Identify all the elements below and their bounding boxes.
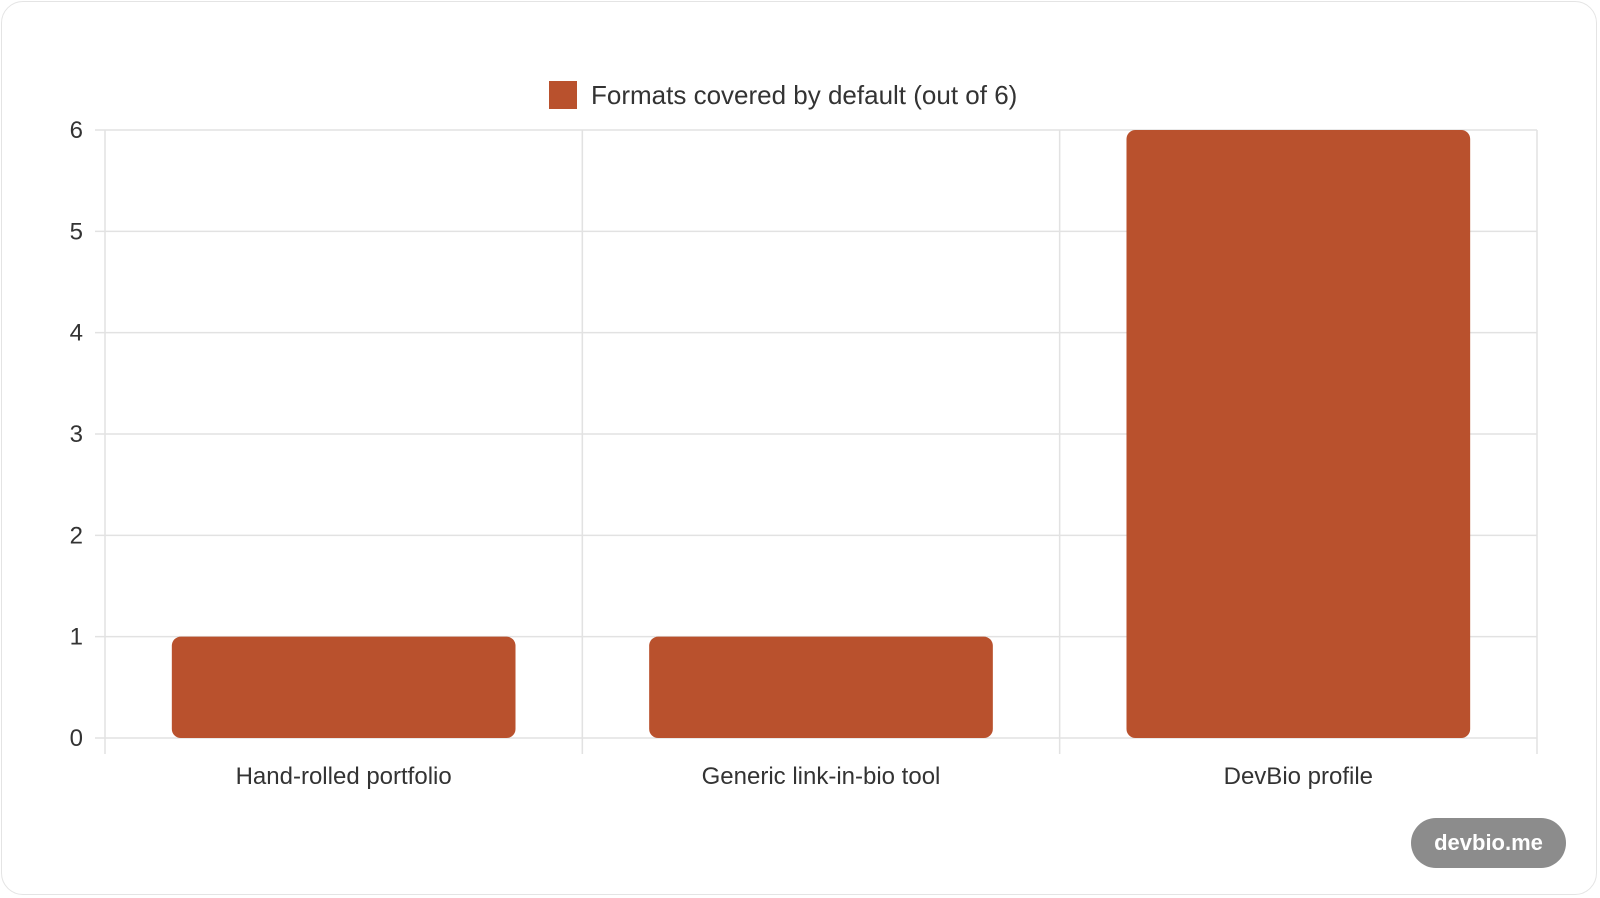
x-axis-ticks: Hand-rolled portfolio Generic link-in-bio… bbox=[236, 763, 1373, 790]
y-tick-label: 2 bbox=[70, 522, 83, 549]
bar bbox=[171, 636, 516, 738]
y-tick-label: 0 bbox=[70, 725, 83, 752]
legend-swatch bbox=[549, 81, 577, 109]
bars bbox=[171, 130, 1471, 738]
y-tick-label: 5 bbox=[70, 218, 83, 245]
site-badge[interactable]: devbio.me bbox=[1411, 818, 1566, 868]
y-tick-label: 1 bbox=[70, 624, 83, 651]
legend: Formats covered by default (out of 6) bbox=[549, 80, 1017, 110]
y-tick-label: 3 bbox=[70, 421, 83, 448]
bar bbox=[1126, 130, 1471, 738]
x-tick-label: Generic link-in-bio tool bbox=[702, 763, 941, 790]
y-tick-label: 4 bbox=[70, 320, 83, 347]
legend-label: Formats covered by default (out of 6) bbox=[591, 80, 1017, 110]
x-tick-label: DevBio profile bbox=[1224, 763, 1373, 790]
x-tick-label: Hand-rolled portfolio bbox=[236, 763, 452, 790]
y-axis-ticks: 0 1 2 3 4 5 6 bbox=[70, 117, 83, 752]
bar bbox=[649, 636, 993, 738]
y-tick-label: 6 bbox=[70, 117, 83, 144]
